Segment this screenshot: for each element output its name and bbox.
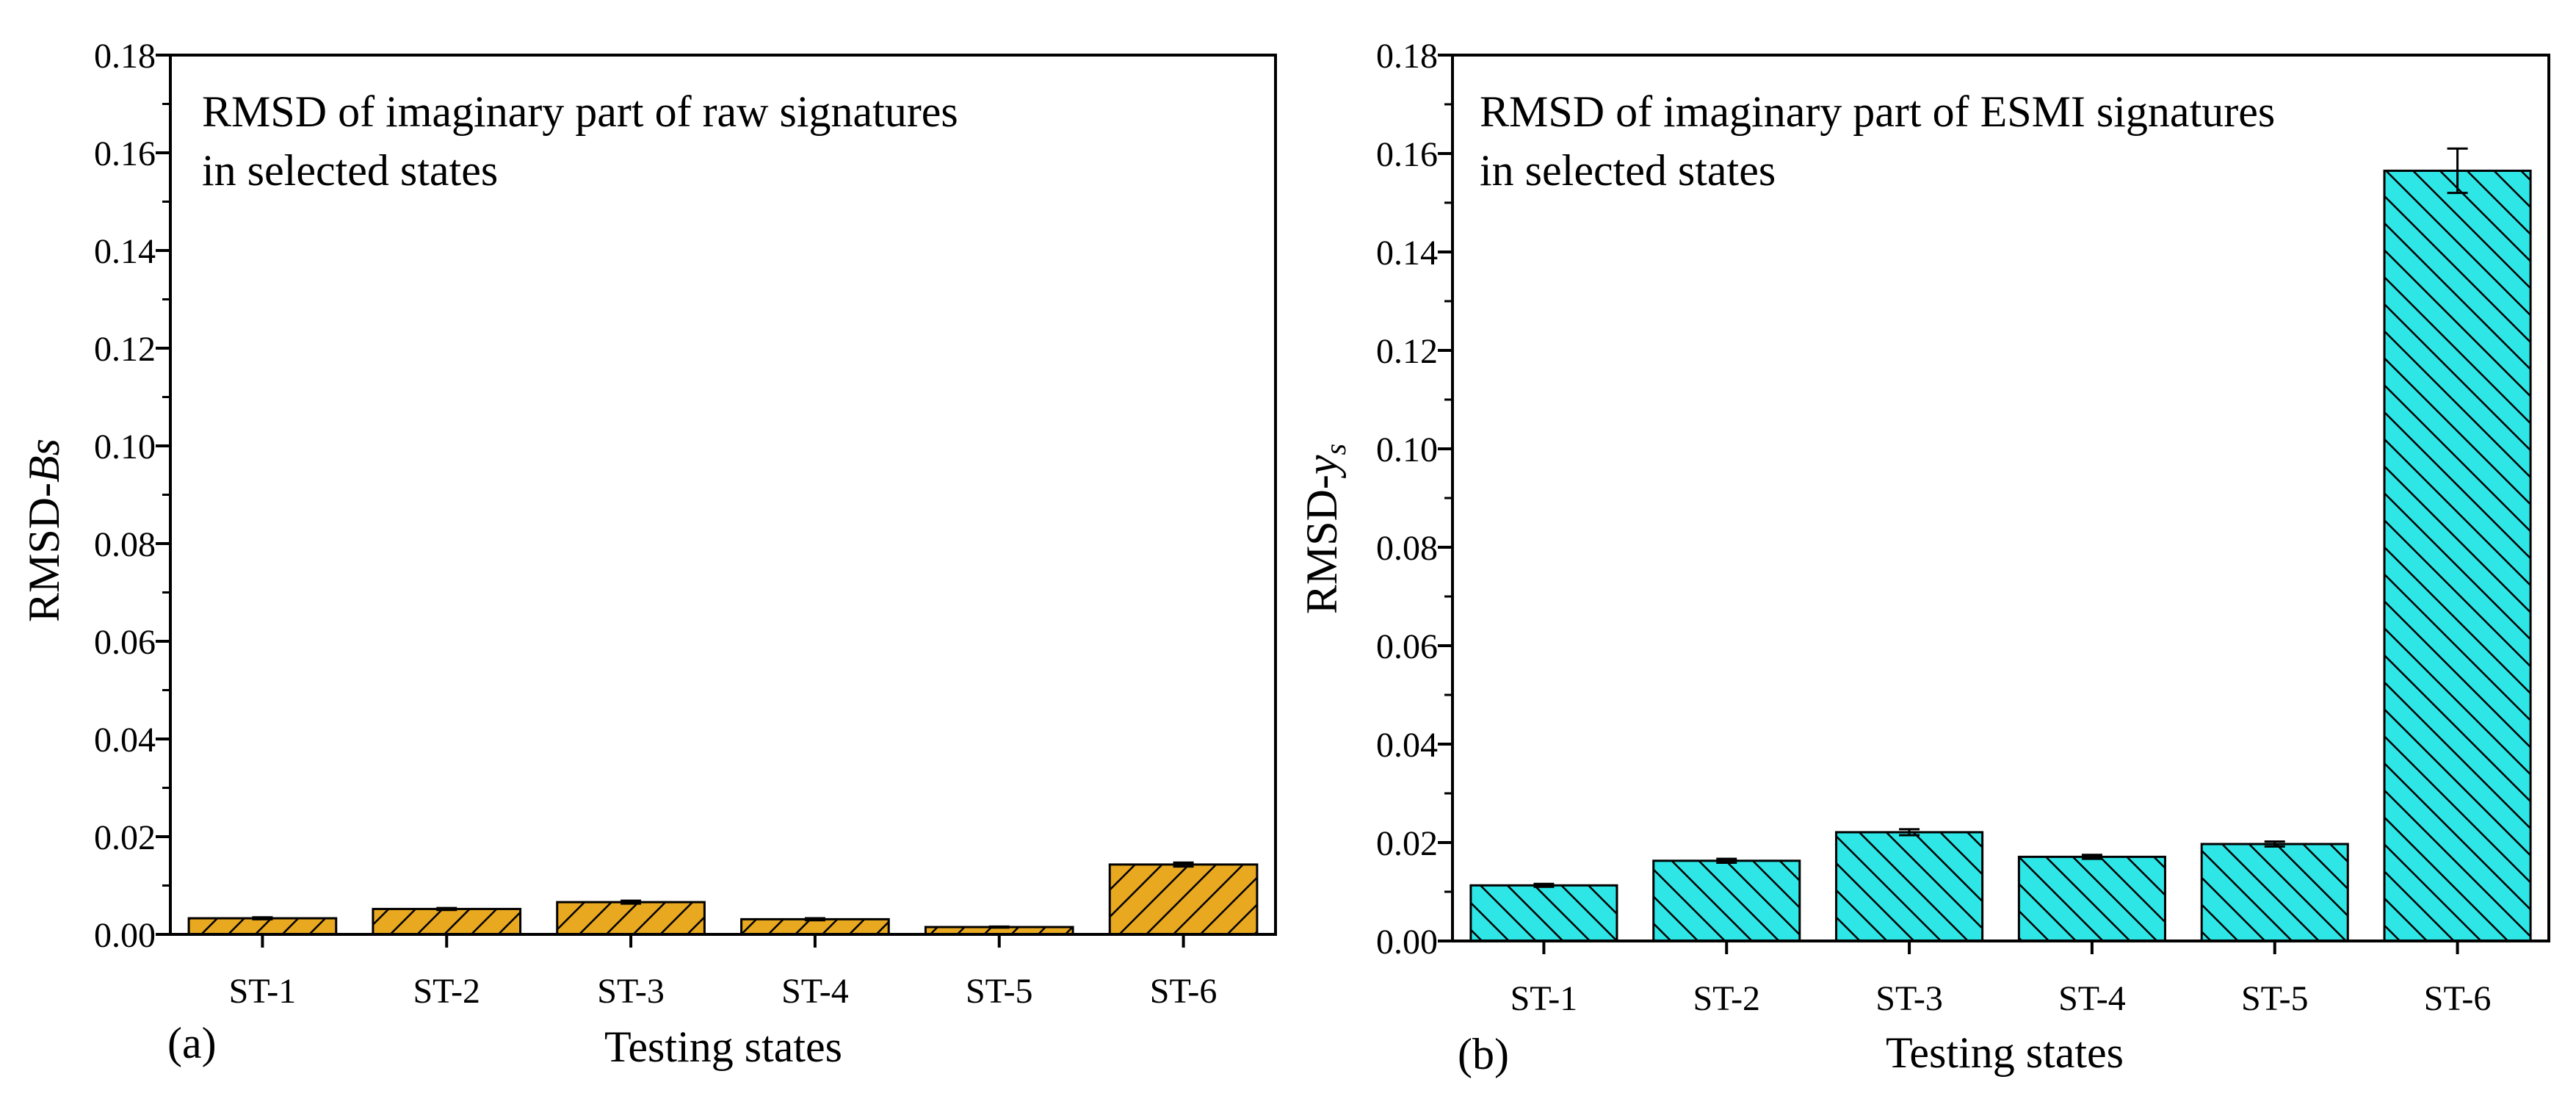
x-tick-label: ST-4: [781, 972, 849, 1011]
panel-a: RMSD of imaginary part of raw signatures…: [20, 37, 1277, 1071]
bar-hatch: [2017, 855, 2166, 942]
y-axis-label-italic: y: [1298, 455, 1346, 479]
y-tick-label: 0.12: [94, 330, 156, 369]
y-tick-label: 0.08: [94, 525, 156, 564]
x-tick-label: ST-6: [1150, 972, 1218, 1011]
y-tick-label: 0.14: [94, 232, 156, 271]
y-axis-label-main: RMSD-: [1298, 475, 1346, 614]
y-axis-label: RMSD-ys: [1298, 444, 1352, 614]
y-axis-label-main: RMSD-: [20, 483, 68, 622]
y-tick-label: 0.06: [1376, 627, 1438, 666]
title-line-1: RMSD of imaginary part of raw signatures: [202, 87, 958, 136]
bar-hatch: [1652, 859, 1801, 942]
x-tick-label: ST-1: [229, 972, 297, 1011]
y-tick-label: 0.04: [94, 721, 156, 760]
bar-hatch: [2200, 843, 2349, 942]
y-tick-label: 0.16: [1376, 135, 1438, 174]
y-tick-label: 0.08: [1376, 529, 1438, 568]
y-tick-label: 0.10: [1376, 430, 1438, 469]
x-tick-label: ST-5: [2241, 979, 2309, 1018]
title-line-2: in selected states: [1480, 146, 1776, 195]
y-tick-label: 0.00: [94, 916, 156, 955]
bar-hatch: [740, 917, 890, 936]
y-tick-label: 0.10: [94, 428, 156, 466]
y-axis-label-italic: Bs: [20, 439, 68, 483]
plot-frame: [1451, 54, 2550, 942]
title-line-1: RMSD of imaginary part of ESMI signature…: [1480, 87, 2275, 136]
bar-hatch: [1469, 884, 1618, 942]
x-tick-label: ST-4: [2058, 979, 2126, 1018]
bar-hatch: [372, 907, 522, 936]
x-tick-label: ST-3: [1875, 979, 1943, 1018]
x-tick-label: ST-6: [2424, 979, 2492, 1018]
x-axis-label: Testing states: [604, 1023, 842, 1071]
panel-b: RMSD of imaginary part of ESMI signature…: [1298, 37, 2550, 1078]
x-axis-label: Testing states: [1886, 1028, 2124, 1077]
y-tick-label: 0.12: [1376, 332, 1438, 371]
bars: [1469, 147, 2532, 942]
y-tick-label: 0.02: [94, 818, 156, 857]
y-tick-label: 0.18: [94, 37, 156, 76]
y-tick-label: 0.16: [94, 134, 156, 173]
y-ticks: 0.00 0.02 0.04 0.06 0.08 0.10 0.12 0.14 0.16 0.18: [94, 37, 170, 955]
bar-hatch: [187, 917, 338, 936]
x-tick-label: ST-3: [597, 972, 665, 1011]
bar-hatch: [1835, 831, 1984, 942]
x-tick-label: ST-2: [413, 972, 480, 1011]
x-tick-label: ST-1: [1510, 979, 1578, 1018]
x-ticks: ST-1 ST-2 ST-3 ST-4 ST-5 ST-6: [229, 934, 1218, 1011]
plot-frame: [169, 54, 1277, 936]
bar-hatch: [556, 901, 706, 936]
y-tick-label: 0.02: [1376, 824, 1438, 863]
x-ticks: ST-1 ST-2 ST-3 ST-4 ST-5 ST-6: [1510, 941, 2492, 1018]
x-tick-label: ST-5: [966, 972, 1033, 1011]
y-tick-label: 0.00: [1376, 923, 1438, 962]
panel-label: (b): [1458, 1030, 1509, 1078]
y-tick-label: 0.18: [1376, 37, 1438, 76]
y-tick-label: 0.06: [94, 623, 156, 662]
bar-hatch: [2383, 169, 2532, 942]
panel-label: (a): [167, 1019, 217, 1067]
y-tick-label: 0.04: [1376, 726, 1438, 765]
y-tick-label: 0.14: [1376, 234, 1438, 273]
y-axis-label: RMSD-Bs: [20, 439, 68, 622]
x-tick-label: ST-2: [1693, 979, 1760, 1018]
title-line-2: in selected states: [202, 146, 498, 195]
bars: [187, 861, 1259, 936]
y-axis-label-subscript: s: [1319, 444, 1352, 455]
y-ticks: 0.00 0.02 0.04 0.06 0.08 0.10 0.12 0.14 0.16 0.18: [1376, 37, 1452, 962]
bar-hatch: [1108, 863, 1259, 936]
